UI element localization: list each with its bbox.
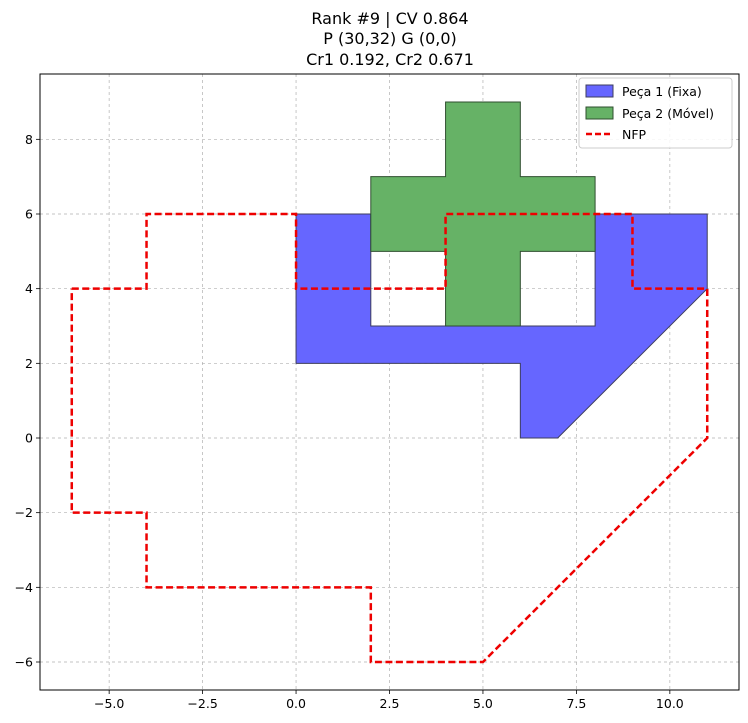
y-tick-label-1: −4 [15,580,33,595]
x-axis: −5.0 −2.5 0.0 2.5 5.0 7.5 10.0 [94,690,684,711]
title-line-2: P (30,32) G (0,0) [323,29,457,48]
legend-swatch-peca-1 [585,84,614,98]
x-tick-label-2: 0.0 [286,696,306,711]
title-line-1: Rank #9 | CV 0.864 [311,9,468,28]
legend-frame [578,77,733,149]
x-tick-label-4: 5.0 [473,696,493,711]
title-line-3: Cr1 0.192, Cr2 0.671 [306,50,474,69]
series-layer [70,101,709,664]
x-tick-label-0: −5.0 [94,696,124,711]
y-tick-label-6: 6 [25,207,33,222]
series-nfp-outline [70,212,709,664]
y-tick-label-4: 2 [25,356,33,371]
y-tick-label-5: 4 [25,281,33,296]
legend-label-peca-2: Peça 2 (Móvel) [622,106,714,121]
chart-title: Rank #9 | CV 0.864 P (30,32) G (0,0) Cr1… [306,9,474,69]
plot-area-frame [39,73,740,691]
x-tick-label-5: 7.5 [566,696,586,711]
y-axis: −6 −4 −2 0 2 4 6 8 [15,132,40,670]
y-tick-label-2: −2 [15,505,33,520]
x-tick-label-3: 2.5 [380,696,400,711]
x-tick-label-6: 10.0 [656,696,684,711]
legend-swatch-peca-2 [585,106,614,120]
x-tick-label-1: −2.5 [187,696,217,711]
legend: Peça 1 (Fixa) Peça 2 (Móvel) NFP [578,77,733,149]
legend-label-nfp: NFP [622,127,647,142]
y-tick-label-0: −6 [15,655,33,670]
legend-label-peca-1: Peça 1 (Fixa) [622,84,702,99]
y-tick-label-3: 0 [25,431,33,446]
y-tick-label-7: 8 [25,132,33,147]
